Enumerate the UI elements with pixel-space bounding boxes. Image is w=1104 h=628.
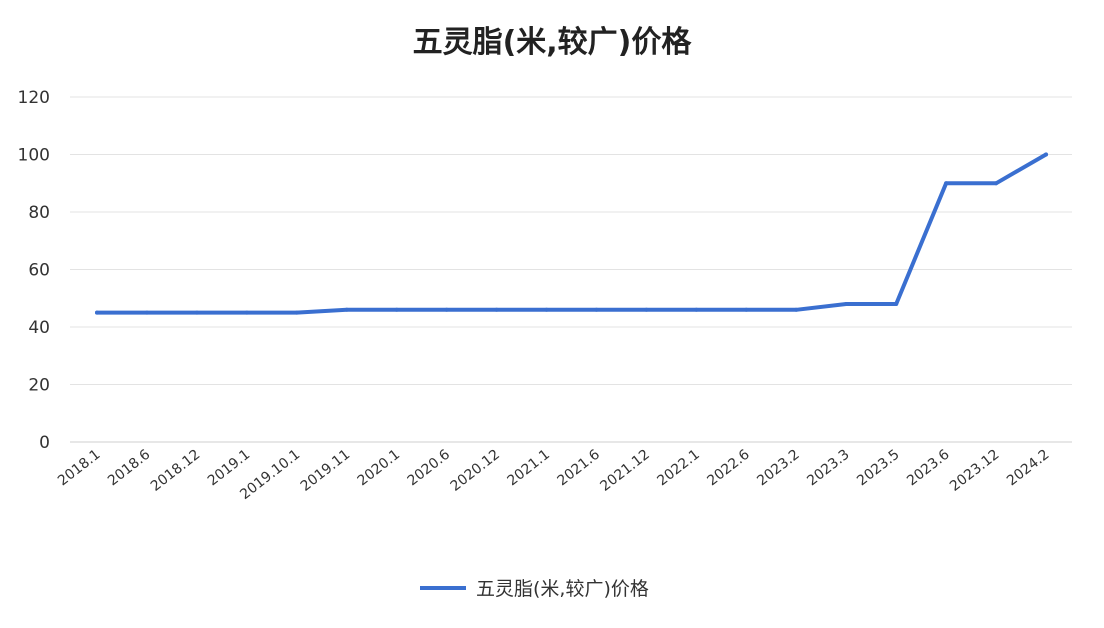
x-tick-label: 2023.5 bbox=[854, 447, 902, 490]
y-tick-label: 100 bbox=[18, 146, 50, 166]
x-tick-label: 2023.12 bbox=[947, 447, 1002, 495]
x-tick-label: 2021.12 bbox=[597, 447, 652, 495]
x-tick-label: 2020.1 bbox=[355, 447, 403, 490]
y-tick-label: 0 bbox=[39, 433, 50, 453]
y-tick-label: 120 bbox=[18, 88, 50, 108]
data-point bbox=[1044, 152, 1048, 157]
data-point bbox=[594, 307, 599, 312]
series-line bbox=[95, 152, 1048, 315]
data-point bbox=[894, 302, 899, 306]
data-point bbox=[144, 310, 149, 315]
data-point bbox=[944, 181, 949, 186]
data-point bbox=[544, 307, 549, 312]
x-tick-label: 2023.3 bbox=[804, 447, 852, 490]
y-tick-label: 80 bbox=[28, 203, 50, 223]
x-tick-label: 2023.6 bbox=[904, 446, 953, 489]
x-tick-label: 2022.6 bbox=[704, 446, 753, 489]
data-point bbox=[744, 307, 749, 312]
y-tick-label: 40 bbox=[28, 318, 50, 338]
x-tick-label: 2018.12 bbox=[148, 447, 203, 495]
data-point bbox=[644, 307, 649, 312]
data-point bbox=[844, 302, 849, 306]
x-tick-label: 2024.2 bbox=[1004, 447, 1052, 490]
data-point bbox=[494, 307, 499, 312]
x-tick-label: 2018.1 bbox=[55, 447, 103, 490]
data-point bbox=[194, 310, 199, 315]
x-tick-label: 2018.6 bbox=[105, 446, 154, 489]
data-point bbox=[95, 310, 99, 315]
y-tick-label: 20 bbox=[28, 376, 50, 396]
data-point bbox=[694, 307, 699, 312]
data-point bbox=[244, 310, 249, 315]
y-tick-label: 60 bbox=[28, 261, 50, 281]
legend: 五灵脂(米,较广)价格 bbox=[420, 578, 649, 600]
x-tick-label: 2022.1 bbox=[654, 447, 702, 490]
data-point bbox=[794, 307, 799, 312]
x-tick-label: 2021.1 bbox=[505, 447, 553, 490]
y-axis: 0 20 40 60 80 100 120 bbox=[18, 88, 50, 453]
x-tick-label: 2023.2 bbox=[754, 447, 802, 490]
x-tick-label: 2020.6 bbox=[405, 446, 454, 489]
data-point bbox=[994, 181, 999, 186]
data-point bbox=[294, 310, 299, 315]
series-layer bbox=[95, 152, 1048, 315]
gridlines bbox=[70, 96, 1072, 443]
legend-label: 五灵脂(米,较广)价格 bbox=[476, 578, 649, 600]
data-point bbox=[394, 307, 399, 312]
x-tick-label: 2019.11 bbox=[298, 447, 353, 495]
x-tick-label: 2021.6 bbox=[554, 446, 603, 489]
data-point bbox=[344, 307, 349, 312]
data-point bbox=[444, 307, 449, 312]
x-tick-label: 2020.12 bbox=[448, 447, 503, 495]
chart-title: 五灵脂(米,较广)价格 bbox=[413, 25, 693, 60]
